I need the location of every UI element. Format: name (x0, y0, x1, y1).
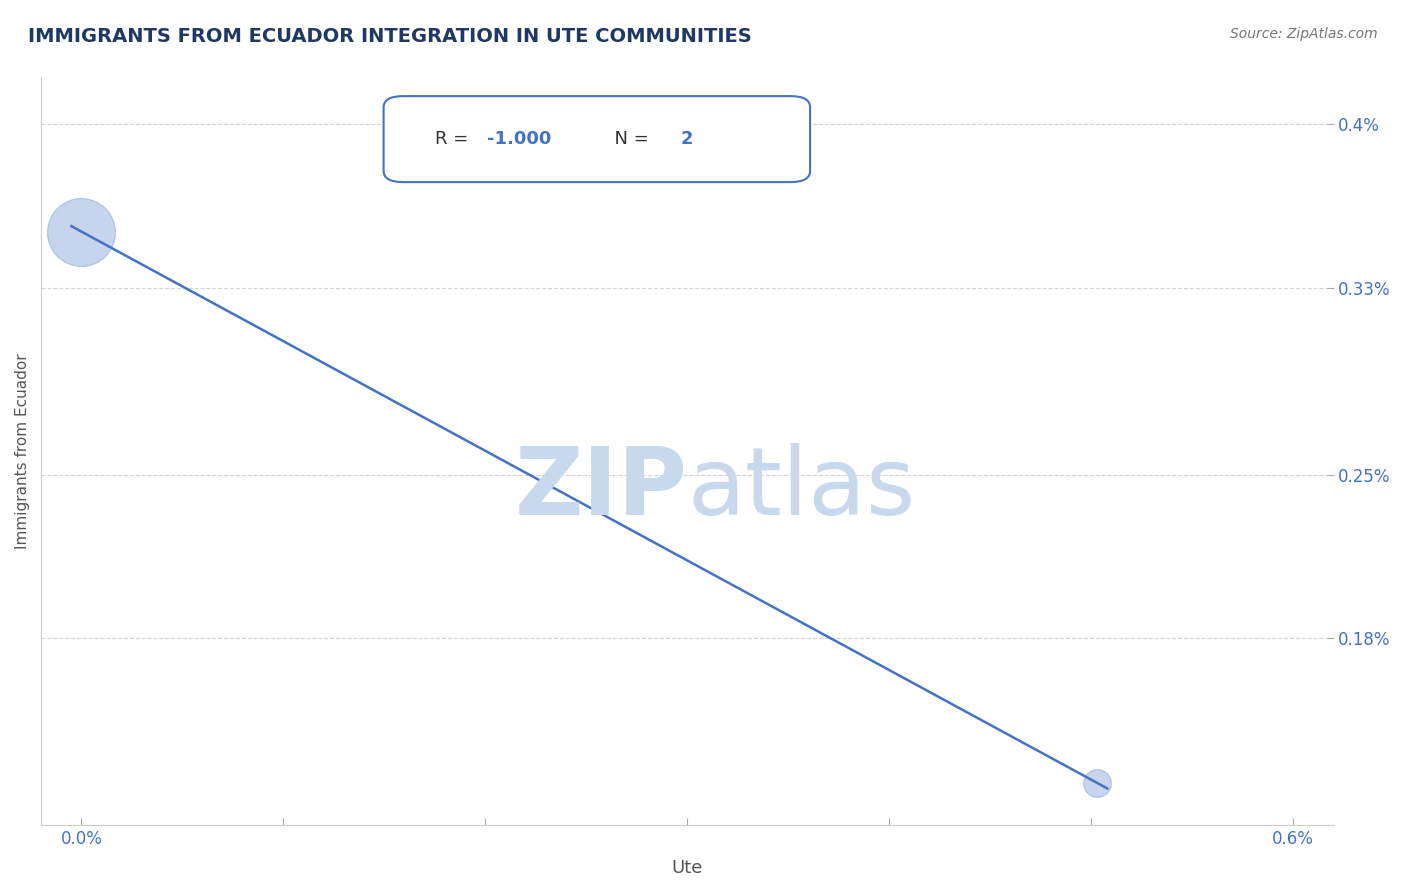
Y-axis label: Immigrants from Ecuador: Immigrants from Ecuador (15, 353, 30, 549)
Text: N =: N = (603, 130, 655, 148)
Text: ZIP: ZIP (515, 442, 688, 534)
Point (70, 225, 93, 239)
X-axis label: Ute: Ute (672, 859, 703, 877)
FancyBboxPatch shape (384, 96, 810, 182)
Text: -1.000: -1.000 (486, 130, 551, 148)
Text: IMMIGRANTS FROM ECUADOR INTEGRATION IN UTE COMMUNITIES: IMMIGRANTS FROM ECUADOR INTEGRATION IN U… (28, 27, 752, 45)
Point (1085, 776, 1108, 790)
Text: Source: ZipAtlas.com: Source: ZipAtlas.com (1230, 27, 1378, 41)
Text: 2: 2 (681, 130, 693, 148)
Text: atlas: atlas (688, 442, 915, 534)
Text: R =: R = (436, 130, 474, 148)
